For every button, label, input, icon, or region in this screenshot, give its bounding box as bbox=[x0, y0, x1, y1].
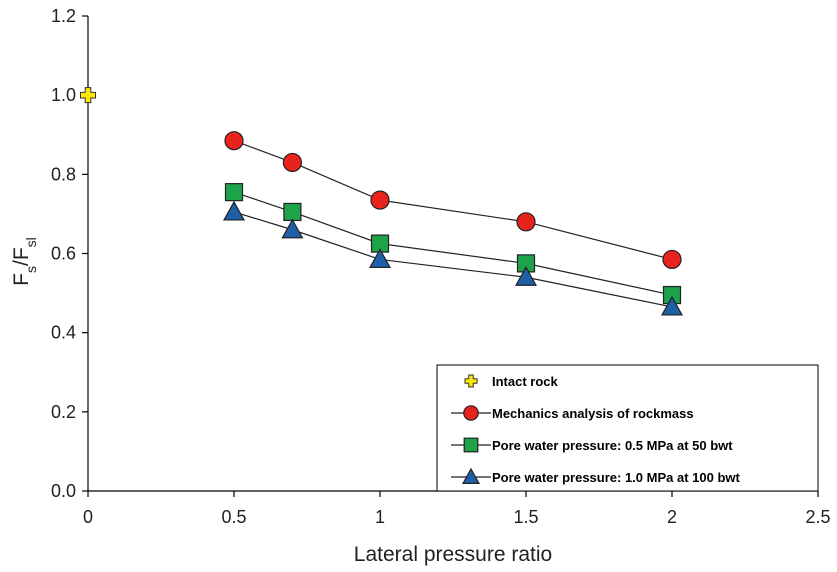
data-point-triangle bbox=[660, 295, 684, 316]
y-axis-title-sub2: sl bbox=[23, 237, 39, 247]
data-point-triangle bbox=[222, 200, 246, 221]
y-tick-label: 0.2 bbox=[51, 402, 76, 422]
data-point-circle bbox=[224, 131, 244, 151]
data-point-circle bbox=[282, 152, 302, 173]
legend-box bbox=[436, 364, 819, 492]
y-tick-label: 0.4 bbox=[51, 323, 76, 343]
data-point-triangle bbox=[368, 248, 392, 269]
x-axis: 0 0.5 1 1.5 2 2.5 bbox=[83, 491, 831, 527]
x-tick-label: 1.5 bbox=[513, 507, 538, 527]
legend-label: Pore water pressure: 1.0 MPa at 100 bwt bbox=[492, 470, 740, 485]
legend-label: Mechanics analysis of rockmass bbox=[492, 406, 694, 421]
y-axis-title-sep: /F bbox=[10, 247, 33, 266]
data-point-circle bbox=[516, 212, 536, 232]
y-axis-title-sub1: s bbox=[23, 266, 39, 273]
data-point-square bbox=[283, 202, 302, 222]
x-tick-label: 1 bbox=[375, 507, 385, 527]
y-axis: 0.0 0.2 0.4 0.6 0.8 1.0 1.2 bbox=[51, 6, 88, 501]
y-axis-title: Fs/Fsl bbox=[10, 237, 39, 286]
legend-label: Intact rock bbox=[492, 374, 559, 389]
legend-marker-plus bbox=[464, 374, 478, 388]
x-tick-label: 2 bbox=[667, 507, 677, 527]
y-tick-label: 1.0 bbox=[51, 85, 76, 105]
data-point-circle bbox=[370, 190, 390, 210]
legend-label: Pore water pressure: 0.5 MPa at 50 bwt bbox=[492, 438, 733, 453]
legend-marker-square bbox=[463, 437, 479, 453]
x-tick-label: 0.5 bbox=[221, 507, 246, 527]
y-tick-label: 0.0 bbox=[51, 481, 76, 501]
x-tick-label: 0 bbox=[83, 507, 93, 527]
legend-entry: Intact rock bbox=[464, 374, 559, 389]
x-tick-label: 2.5 bbox=[805, 507, 830, 527]
data-point-plus bbox=[80, 87, 96, 104]
y-tick-label: 0.8 bbox=[51, 164, 76, 184]
y-axis-title-main: F bbox=[10, 273, 33, 286]
series-circle bbox=[224, 131, 682, 270]
series-triangle bbox=[222, 200, 684, 316]
data-point-triangle bbox=[281, 218, 304, 239]
legend: Intact rock Mechanics analysis of rockmas… bbox=[436, 364, 819, 492]
legend-entry: Mechanics analysis of rockmass bbox=[451, 405, 694, 421]
legend-marker-triangle bbox=[461, 467, 481, 484]
series-line bbox=[233, 211, 673, 308]
series-plus bbox=[80, 87, 96, 104]
y-tick-label: 0.6 bbox=[51, 244, 76, 264]
x-axis-title: Lateral pressure ratio bbox=[354, 543, 552, 566]
series-layer bbox=[80, 87, 684, 316]
data-point-triangle bbox=[514, 266, 538, 286]
legend-entry: Pore water pressure: 1.0 MPa at 100 bwt bbox=[451, 467, 740, 485]
data-point-circle bbox=[662, 249, 682, 270]
y-tick-label: 1.2 bbox=[51, 6, 76, 26]
legend-marker-circle bbox=[463, 405, 479, 421]
data-point-square bbox=[224, 183, 244, 202]
legend-entry: Pore water pressure: 0.5 MPa at 50 bwt bbox=[451, 437, 733, 453]
